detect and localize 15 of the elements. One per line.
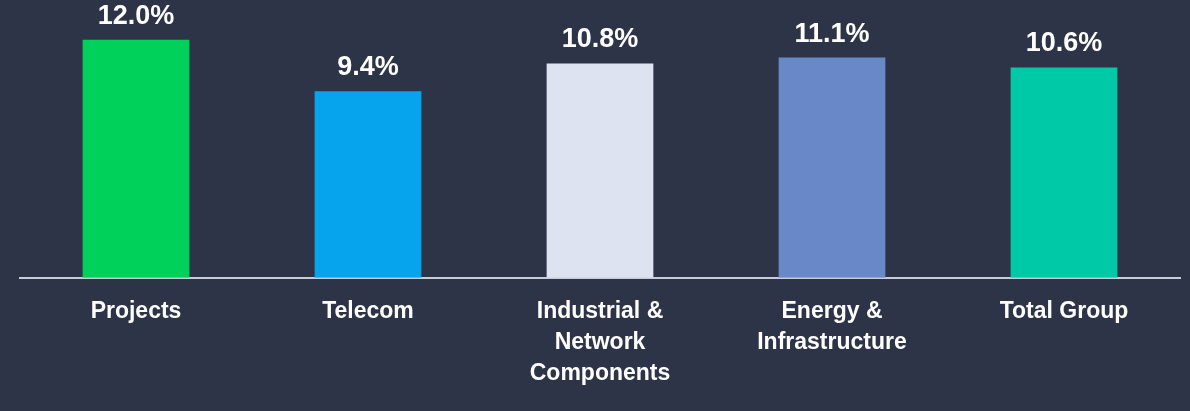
x-tick-label: Total Group — [999, 296, 1129, 323]
data-label: 11.1% — [794, 17, 870, 48]
x-tick-label: Telecom — [322, 296, 414, 323]
bar — [546, 63, 654, 278]
x-tick-label: Industrial & Network Components — [529, 296, 671, 385]
x-tick-label: Energy & Infrastructure — [757, 296, 907, 354]
data-label: 10.8% — [561, 23, 639, 54]
data-label: 9.4% — [337, 51, 399, 82]
data-label: 12.0% — [97, 0, 175, 30]
bar — [314, 91, 422, 278]
bar — [778, 57, 886, 278]
data-label: 10.6% — [1025, 27, 1103, 58]
x-tick-label: Projects — [90, 296, 182, 323]
bar — [82, 39, 190, 278]
bar — [1010, 67, 1118, 278]
